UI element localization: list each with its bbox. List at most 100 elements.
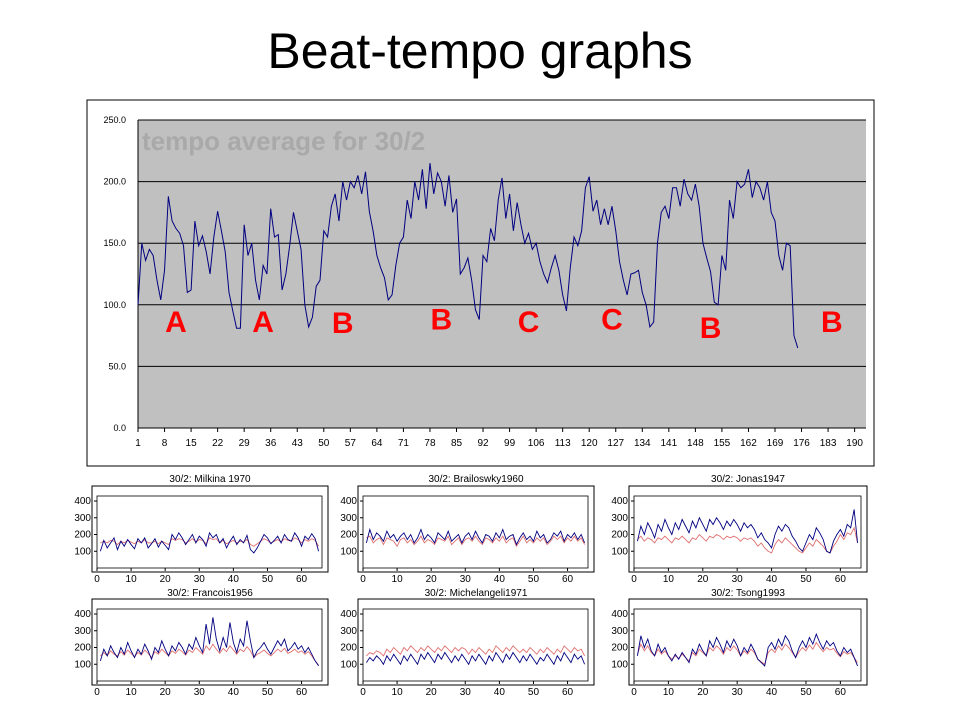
x-tick-label: 0 bbox=[360, 574, 366, 585]
y-tick-label: 200 bbox=[611, 643, 628, 654]
x-tick-label: 57 bbox=[345, 438, 357, 449]
x-tick-label: 64 bbox=[371, 438, 383, 449]
y-tick-label: 200 bbox=[340, 530, 357, 541]
y-tick-label: 250.0 bbox=[103, 115, 126, 125]
chart-title: 30/2: Jonas1947 bbox=[711, 474, 785, 485]
x-tick-label: 190 bbox=[846, 438, 863, 449]
x-tick-label: 0 bbox=[631, 687, 637, 698]
chart-title: 30/2: Tsong1993 bbox=[711, 588, 785, 599]
series-line bbox=[366, 645, 585, 657]
x-tick-label: 113 bbox=[555, 438, 571, 449]
x-tick-label: 50 bbox=[800, 687, 812, 698]
series-line bbox=[365, 527, 586, 546]
y-tick-label: 400 bbox=[611, 609, 628, 620]
y-tick-label: 150.0 bbox=[103, 238, 126, 248]
y-tick-label: 100 bbox=[611, 546, 628, 557]
x-tick-label: 141 bbox=[660, 438, 677, 449]
x-tick-label: 40 bbox=[494, 574, 506, 585]
x-tick-label: 0 bbox=[631, 574, 637, 585]
y-tick-label: 100 bbox=[74, 659, 91, 670]
x-tick-label: 78 bbox=[424, 438, 436, 449]
x-tick-label: 155 bbox=[714, 438, 731, 449]
x-tick-label: 50 bbox=[528, 687, 540, 698]
mini-chart-2: 30/2: Brailoswky1960 100 200 300 400 0 10 20 30 4… bbox=[340, 474, 595, 585]
x-tick-label: 1 bbox=[135, 438, 141, 449]
x-tick-label: 60 bbox=[562, 574, 574, 585]
x-tick-label: 169 bbox=[767, 438, 784, 449]
y-tick-label: 400 bbox=[340, 609, 357, 620]
section-label: B bbox=[700, 312, 722, 345]
x-tick-label: 43 bbox=[292, 438, 304, 449]
y-tick-label: 400 bbox=[611, 496, 628, 507]
x-tick-label: 85 bbox=[451, 438, 463, 449]
x-tick-label: 29 bbox=[239, 438, 251, 449]
x-tick-label: 60 bbox=[296, 687, 308, 698]
y-tick-label: 100 bbox=[340, 659, 357, 670]
y-tick-label: 300 bbox=[611, 513, 628, 524]
x-tick-label: 30 bbox=[732, 687, 744, 698]
section-label: A bbox=[252, 306, 274, 339]
y-tick-label: 100 bbox=[74, 546, 91, 557]
mini-chart-4: 30/2: Francois1956 100 200 300 400 0 10 20 30 40 5… bbox=[74, 588, 329, 698]
x-tick-label: 30 bbox=[732, 574, 744, 585]
x-tick-label: 92 bbox=[477, 438, 489, 449]
y-tick-label: 200 bbox=[340, 643, 357, 654]
x-tick-label: 50 bbox=[800, 574, 812, 585]
x-tick-label: 162 bbox=[740, 438, 757, 449]
x-tick-label: 60 bbox=[296, 574, 308, 585]
chart-title: 30/2: Brailoswky1960 bbox=[428, 474, 523, 485]
x-tick-label: 99 bbox=[504, 438, 516, 449]
x-tick-label: 30 bbox=[194, 574, 206, 585]
y-tick-label: 100 bbox=[611, 659, 628, 670]
chart-title: 30/2: Milkina 1970 bbox=[169, 474, 251, 485]
x-tick-label: 22 bbox=[212, 438, 224, 449]
x-tick-label: 10 bbox=[392, 574, 404, 585]
y-tick-label: 100.0 bbox=[103, 300, 126, 310]
x-tick-label: 10 bbox=[126, 574, 138, 585]
x-tick-label: 10 bbox=[392, 687, 404, 698]
plot-area bbox=[633, 608, 862, 682]
x-tick-label: 20 bbox=[697, 574, 709, 585]
main-chart: 0.0 50.0 100.0 150.0 200.0 250.0 1 8 15 22 29 36 43 5… bbox=[86, 99, 875, 467]
y-tick-label: 200 bbox=[74, 530, 91, 541]
plot-area bbox=[138, 120, 866, 428]
mini-chart-1: 30/2: Milkina 1970 100 200 300 400 0 10 20 30 40 5… bbox=[74, 474, 329, 585]
section-label: A bbox=[165, 306, 187, 339]
y-tick-label: 200.0 bbox=[103, 177, 126, 187]
y-tick-label: 200 bbox=[74, 643, 91, 654]
series-line bbox=[636, 632, 858, 667]
x-tick-label: 20 bbox=[426, 687, 438, 698]
series-line bbox=[99, 617, 319, 667]
plot-area bbox=[633, 495, 862, 569]
x-tick-label: 50 bbox=[528, 574, 540, 585]
x-tick-label: 0 bbox=[94, 574, 100, 585]
section-label: B bbox=[430, 303, 452, 336]
x-tick-label: 176 bbox=[793, 438, 810, 449]
x-tick-label: 40 bbox=[494, 687, 506, 698]
x-tick-label: 40 bbox=[766, 574, 778, 585]
y-tick-label: 200 bbox=[611, 530, 628, 541]
x-tick-label: 50 bbox=[262, 574, 274, 585]
y-tick-label: 300 bbox=[340, 513, 357, 524]
x-tick-label: 50 bbox=[262, 687, 274, 698]
x-tick-label: 30 bbox=[194, 687, 206, 698]
x-tick-label: 15 bbox=[186, 438, 198, 449]
x-tick-label: 0 bbox=[360, 687, 366, 698]
x-tick-label: 60 bbox=[835, 687, 847, 698]
series-line bbox=[137, 163, 799, 349]
y-tick-label: 50.0 bbox=[108, 361, 126, 371]
x-tick-label: 20 bbox=[697, 687, 709, 698]
x-tick-label: 10 bbox=[663, 687, 675, 698]
y-tick-label: 0.0 bbox=[113, 423, 126, 433]
y-tick-label: 100 bbox=[340, 546, 357, 557]
x-tick-label: 60 bbox=[835, 574, 847, 585]
y-tick-label: 400 bbox=[74, 609, 91, 620]
plot-area bbox=[96, 495, 323, 569]
x-tick-label: 20 bbox=[160, 687, 172, 698]
chart-title: 30/2: Francois1956 bbox=[167, 588, 253, 599]
x-tick-label: 20 bbox=[160, 574, 172, 585]
series-line bbox=[366, 535, 585, 548]
mini-chart-3: 30/2: Jonas1947 100 200 300 400 0 10 20 30 40 50 60 bbox=[611, 474, 868, 585]
x-tick-label: 30 bbox=[460, 574, 472, 585]
